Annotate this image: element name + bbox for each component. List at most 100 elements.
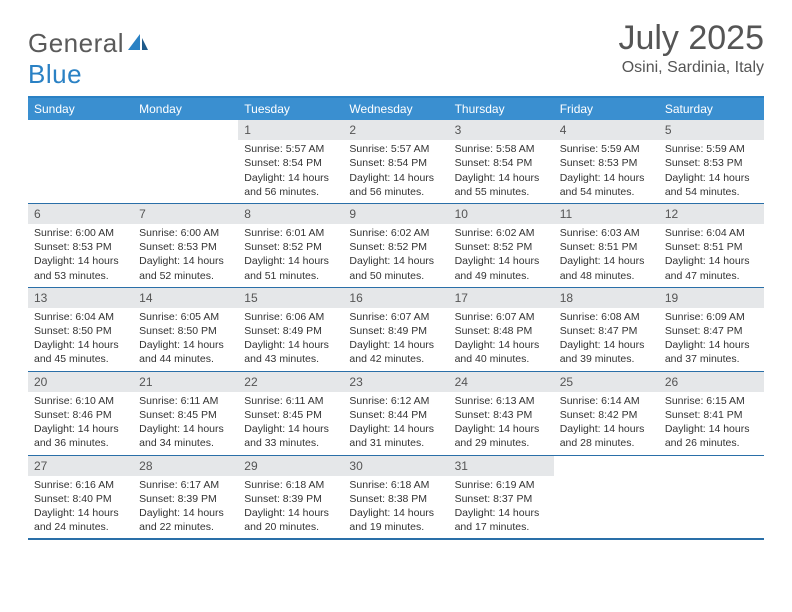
day-cell: 14Sunrise: 6:05 AMSunset: 8:50 PMDayligh…: [133, 288, 238, 371]
day-details: Sunrise: 6:06 AMSunset: 8:49 PMDaylight:…: [238, 310, 343, 367]
day-number: 3: [449, 120, 554, 140]
day-cell: 26Sunrise: 6:15 AMSunset: 8:41 PMDayligh…: [659, 372, 764, 455]
day-details: Sunrise: 6:02 AMSunset: 8:52 PMDaylight:…: [343, 226, 448, 283]
day-cell: 1Sunrise: 5:57 AMSunset: 8:54 PMDaylight…: [238, 120, 343, 203]
day-header: Sunday: [28, 98, 133, 120]
day-details: Sunrise: 6:10 AMSunset: 8:46 PMDaylight:…: [28, 394, 133, 451]
location-text: Osini, Sardinia, Italy: [618, 59, 764, 77]
day-cell: 7Sunrise: 6:00 AMSunset: 8:53 PMDaylight…: [133, 204, 238, 287]
day-cell: 19Sunrise: 6:09 AMSunset: 8:47 PMDayligh…: [659, 288, 764, 371]
day-details: Sunrise: 5:57 AMSunset: 8:54 PMDaylight:…: [238, 142, 343, 199]
day-cell: 11Sunrise: 6:03 AMSunset: 8:51 PMDayligh…: [554, 204, 659, 287]
week-row: 1Sunrise: 5:57 AMSunset: 8:54 PMDaylight…: [28, 120, 764, 204]
day-number: 15: [238, 288, 343, 308]
day-cell: 30Sunrise: 6:18 AMSunset: 8:38 PMDayligh…: [343, 456, 448, 539]
day-number: 24: [449, 372, 554, 392]
day-details: Sunrise: 5:59 AMSunset: 8:53 PMDaylight:…: [659, 142, 764, 199]
day-number: 27: [28, 456, 133, 476]
day-number: 7: [133, 204, 238, 224]
day-cell: 22Sunrise: 6:11 AMSunset: 8:45 PMDayligh…: [238, 372, 343, 455]
day-cell: 17Sunrise: 6:07 AMSunset: 8:48 PMDayligh…: [449, 288, 554, 371]
day-cell: 3Sunrise: 5:58 AMSunset: 8:54 PMDaylight…: [449, 120, 554, 203]
day-cell: 18Sunrise: 6:08 AMSunset: 8:47 PMDayligh…: [554, 288, 659, 371]
brand-blue: Blue: [28, 59, 82, 89]
day-number: 18: [554, 288, 659, 308]
day-number: 26: [659, 372, 764, 392]
day-number: 13: [28, 288, 133, 308]
day-header: Thursday: [449, 98, 554, 120]
day-cell: 8Sunrise: 6:01 AMSunset: 8:52 PMDaylight…: [238, 204, 343, 287]
day-details: Sunrise: 5:57 AMSunset: 8:54 PMDaylight:…: [343, 142, 448, 199]
day-cell: 6Sunrise: 6:00 AMSunset: 8:53 PMDaylight…: [28, 204, 133, 287]
day-number: 29: [238, 456, 343, 476]
sail-icon: [126, 32, 150, 52]
week-row: 13Sunrise: 6:04 AMSunset: 8:50 PMDayligh…: [28, 288, 764, 372]
calendar: Sunday Monday Tuesday Wednesday Thursday…: [28, 96, 764, 540]
day-number: 31: [449, 456, 554, 476]
day-number: 10: [449, 204, 554, 224]
weeks-container: 1Sunrise: 5:57 AMSunset: 8:54 PMDaylight…: [28, 120, 764, 540]
day-details: Sunrise: 6:07 AMSunset: 8:48 PMDaylight:…: [449, 310, 554, 367]
day-cell: 13Sunrise: 6:04 AMSunset: 8:50 PMDayligh…: [28, 288, 133, 371]
week-row: 27Sunrise: 6:16 AMSunset: 8:40 PMDayligh…: [28, 456, 764, 541]
day-number: 16: [343, 288, 448, 308]
day-cell: 9Sunrise: 6:02 AMSunset: 8:52 PMDaylight…: [343, 204, 448, 287]
day-cell: 29Sunrise: 6:18 AMSunset: 8:39 PMDayligh…: [238, 456, 343, 539]
week-row: 6Sunrise: 6:00 AMSunset: 8:53 PMDaylight…: [28, 204, 764, 288]
day-details: Sunrise: 6:01 AMSunset: 8:52 PMDaylight:…: [238, 226, 343, 283]
day-cell: 20Sunrise: 6:10 AMSunset: 8:46 PMDayligh…: [28, 372, 133, 455]
day-details: Sunrise: 6:18 AMSunset: 8:38 PMDaylight:…: [343, 478, 448, 535]
day-details: Sunrise: 6:17 AMSunset: 8:39 PMDaylight:…: [133, 478, 238, 535]
day-headers-row: Sunday Monday Tuesday Wednesday Thursday…: [28, 98, 764, 120]
day-cell: 31Sunrise: 6:19 AMSunset: 8:37 PMDayligh…: [449, 456, 554, 539]
day-details: Sunrise: 6:16 AMSunset: 8:40 PMDaylight:…: [28, 478, 133, 535]
day-details: Sunrise: 6:05 AMSunset: 8:50 PMDaylight:…: [133, 310, 238, 367]
day-details: Sunrise: 6:13 AMSunset: 8:43 PMDaylight:…: [449, 394, 554, 451]
brand-general: General: [28, 28, 124, 58]
day-cell: 28Sunrise: 6:17 AMSunset: 8:39 PMDayligh…: [133, 456, 238, 539]
day-details: Sunrise: 6:11 AMSunset: 8:45 PMDaylight:…: [238, 394, 343, 451]
day-cell: 23Sunrise: 6:12 AMSunset: 8:44 PMDayligh…: [343, 372, 448, 455]
day-number: 28: [133, 456, 238, 476]
day-details: Sunrise: 5:59 AMSunset: 8:53 PMDaylight:…: [554, 142, 659, 199]
day-number: 14: [133, 288, 238, 308]
day-cell: 2Sunrise: 5:57 AMSunset: 8:54 PMDaylight…: [343, 120, 448, 203]
brand-logo: GeneralBlue: [28, 20, 150, 90]
day-cell: [28, 120, 133, 203]
day-number: 6: [28, 204, 133, 224]
day-cell: 16Sunrise: 6:07 AMSunset: 8:49 PMDayligh…: [343, 288, 448, 371]
day-number: 20: [28, 372, 133, 392]
day-cell: 12Sunrise: 6:04 AMSunset: 8:51 PMDayligh…: [659, 204, 764, 287]
brand-text: GeneralBlue: [28, 28, 150, 90]
day-details: Sunrise: 6:02 AMSunset: 8:52 PMDaylight:…: [449, 226, 554, 283]
day-cell: 10Sunrise: 6:02 AMSunset: 8:52 PMDayligh…: [449, 204, 554, 287]
day-header: Saturday: [659, 98, 764, 120]
day-number: 25: [554, 372, 659, 392]
day-details: Sunrise: 6:18 AMSunset: 8:39 PMDaylight:…: [238, 478, 343, 535]
day-header: Monday: [133, 98, 238, 120]
day-details: Sunrise: 5:58 AMSunset: 8:54 PMDaylight:…: [449, 142, 554, 199]
day-cell: 5Sunrise: 5:59 AMSunset: 8:53 PMDaylight…: [659, 120, 764, 203]
day-cell: [659, 456, 764, 539]
day-number: 11: [554, 204, 659, 224]
day-details: Sunrise: 6:11 AMSunset: 8:45 PMDaylight:…: [133, 394, 238, 451]
day-details: Sunrise: 6:00 AMSunset: 8:53 PMDaylight:…: [133, 226, 238, 283]
day-number: 22: [238, 372, 343, 392]
week-row: 20Sunrise: 6:10 AMSunset: 8:46 PMDayligh…: [28, 372, 764, 456]
header: GeneralBlue July 2025 Osini, Sardinia, I…: [28, 20, 764, 90]
day-details: Sunrise: 6:15 AMSunset: 8:41 PMDaylight:…: [659, 394, 764, 451]
day-number: 23: [343, 372, 448, 392]
day-header: Friday: [554, 98, 659, 120]
day-details: Sunrise: 6:14 AMSunset: 8:42 PMDaylight:…: [554, 394, 659, 451]
day-number: 12: [659, 204, 764, 224]
day-cell: 27Sunrise: 6:16 AMSunset: 8:40 PMDayligh…: [28, 456, 133, 539]
day-details: Sunrise: 6:04 AMSunset: 8:50 PMDaylight:…: [28, 310, 133, 367]
day-number: 1: [238, 120, 343, 140]
day-number: 2: [343, 120, 448, 140]
day-cell: 15Sunrise: 6:06 AMSunset: 8:49 PMDayligh…: [238, 288, 343, 371]
day-number: 8: [238, 204, 343, 224]
month-title: July 2025: [618, 20, 764, 57]
day-details: Sunrise: 6:00 AMSunset: 8:53 PMDaylight:…: [28, 226, 133, 283]
day-number: 5: [659, 120, 764, 140]
day-cell: 4Sunrise: 5:59 AMSunset: 8:53 PMDaylight…: [554, 120, 659, 203]
